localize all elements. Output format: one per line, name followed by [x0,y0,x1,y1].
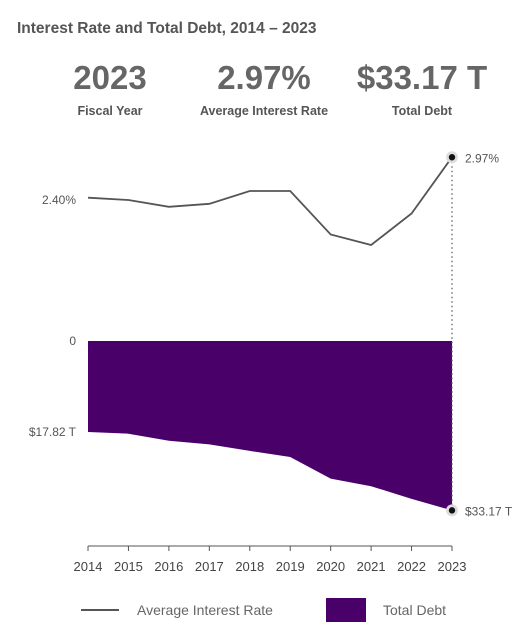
rate-end-label: 2.97% [465,151,499,165]
fiscal-year-value: 2023 [73,59,147,96]
debt-end-label: $33.17 T [465,504,513,518]
total-debt-label: Total Debt [391,104,453,118]
debt-tick-label: $17.82 T [29,425,77,439]
rate-line-group [87,156,453,246]
legend-line-swatch [81,609,119,611]
chart-title: Interest Rate and Total Debt, 2014 – 202… [17,20,317,37]
legend: Average Interest Rate Total Debt [0,598,525,624]
fiscal-year-label: Fiscal Year [77,104,143,118]
interest-rate-stat: 2.97% Average Interest Rate [192,58,336,118]
total-debt-area[interactable] [88,341,452,511]
x-tick-label: 2014 [74,559,103,574]
legend-rate-label: Average Interest Rate [137,602,273,618]
x-tick-label: 2022 [397,559,426,574]
x-tick-label: 2015 [114,559,143,574]
rate-tick-label: 2.40% [42,193,76,207]
legend-debt-label: Total Debt [383,602,447,618]
x-tick-label: 2018 [235,559,264,574]
x-tick-label: 2016 [154,559,183,574]
debt-tick-label: 0 [69,334,76,348]
debt-area-group [88,341,452,511]
value-labels: 2.40% 0 $17.82 T 2.97% $33.17 T [29,151,513,518]
x-tick-label: 2021 [357,559,386,574]
interest-rate-line[interactable] [87,156,453,246]
guide-group [446,151,458,517]
total-debt-stat: $33.17 T Total Debt [347,58,497,118]
legend-area-swatch [326,598,366,622]
fiscal-year-stat: 2023 Fiscal Year [58,58,162,118]
total-debt-value: $33.17 T [356,59,488,96]
x-tick-label: 2023 [438,559,467,574]
x-axis: 2014 2015 2016 2017 2018 2019 2020 2021 2022 2023 [74,545,467,574]
debt-end-marker[interactable] [448,507,456,514]
x-tick-label: 2020 [316,559,345,574]
rate-end-marker[interactable] [448,154,456,161]
interest-rate-label: Average Interest Rate [199,104,329,118]
x-tick-label: 2019 [276,559,305,574]
x-tick-label: 2017 [195,559,224,574]
interest-rate-value: 2.97% [217,59,311,96]
